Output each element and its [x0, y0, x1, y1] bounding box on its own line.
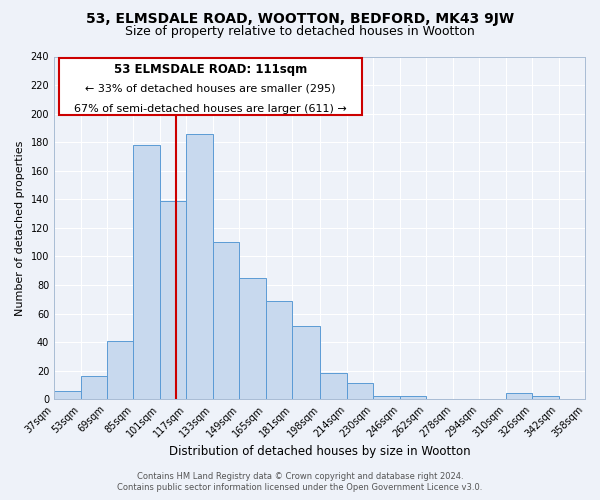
Bar: [266, 300, 292, 399]
Bar: [373, 396, 400, 399]
Bar: [400, 396, 426, 399]
Text: 53 ELMSDALE ROAD: 111sqm: 53 ELMSDALE ROAD: 111sqm: [114, 64, 307, 76]
Bar: [213, 242, 239, 399]
Bar: [347, 384, 373, 399]
Bar: [506, 394, 532, 399]
Text: 67% of semi-detached houses are larger (611) →: 67% of semi-detached houses are larger (…: [74, 104, 347, 115]
Text: 53, ELMSDALE ROAD, WOOTTON, BEDFORD, MK43 9JW: 53, ELMSDALE ROAD, WOOTTON, BEDFORD, MK4…: [86, 12, 514, 26]
Bar: [133, 145, 160, 399]
Bar: [320, 374, 347, 399]
Bar: [292, 326, 320, 399]
Bar: [80, 376, 107, 399]
Text: Contains HM Land Registry data © Crown copyright and database right 2024.
Contai: Contains HM Land Registry data © Crown c…: [118, 472, 482, 492]
Bar: [54, 390, 80, 399]
Bar: [239, 278, 266, 399]
Y-axis label: Number of detached properties: Number of detached properties: [15, 140, 25, 316]
Bar: [187, 134, 213, 399]
Bar: [107, 340, 133, 399]
Text: ← 33% of detached houses are smaller (295): ← 33% of detached houses are smaller (29…: [85, 84, 336, 94]
Bar: [160, 200, 187, 399]
X-axis label: Distribution of detached houses by size in Wootton: Distribution of detached houses by size …: [169, 444, 470, 458]
Bar: [532, 396, 559, 399]
FancyBboxPatch shape: [59, 58, 362, 115]
Text: Size of property relative to detached houses in Wootton: Size of property relative to detached ho…: [125, 25, 475, 38]
